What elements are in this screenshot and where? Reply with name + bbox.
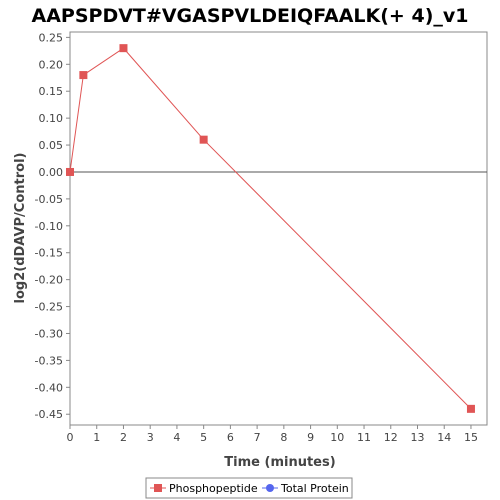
plot-area bbox=[69, 31, 488, 426]
y-tick-label: 0.20 bbox=[39, 58, 64, 71]
x-tick-label: 0 bbox=[67, 431, 74, 444]
x-tick-label: 8 bbox=[280, 431, 287, 444]
x-tick-label: 9 bbox=[307, 431, 314, 444]
y-tick-label: -0.15 bbox=[35, 247, 63, 260]
y-tick-label: 0.15 bbox=[39, 85, 64, 98]
x-axis-label: Time (minutes) bbox=[224, 455, 335, 470]
x-tick-label: 15 bbox=[464, 431, 478, 444]
y-tick-label: -0.35 bbox=[35, 354, 63, 367]
data-point bbox=[66, 167, 74, 176]
data-point bbox=[199, 135, 208, 144]
series-group bbox=[66, 44, 475, 413]
legend-box bbox=[145, 477, 353, 499]
x-tick-label: 12 bbox=[384, 431, 398, 444]
y-tick-label: 0.05 bbox=[39, 139, 64, 152]
x-tick-label: 10 bbox=[330, 431, 344, 444]
legend: Phosphopeptide Total Protein bbox=[145, 477, 353, 499]
data-point bbox=[119, 44, 128, 53]
legend-marker-total-protein bbox=[266, 484, 274, 492]
y-tick-label: -0.25 bbox=[35, 301, 63, 314]
legend-label-total-protein: Total Protein bbox=[280, 482, 349, 495]
data-point bbox=[466, 404, 475, 413]
y-tick-label: 0.25 bbox=[39, 31, 64, 44]
legend-marker-phosphopeptide bbox=[154, 484, 162, 492]
y-tick-label: -0.40 bbox=[35, 381, 63, 394]
x-tick-label: 11 bbox=[357, 431, 371, 444]
y-tick-label: -0.10 bbox=[35, 220, 63, 233]
y-tick-label: -0.20 bbox=[35, 274, 63, 287]
y-tick-label: -0.05 bbox=[35, 193, 63, 206]
x-tick-label: 6 bbox=[227, 431, 234, 444]
x-tick-label: 3 bbox=[147, 431, 154, 444]
x-axis: 0 1 2 3 4 5 6 7 8 9 10 11 12 13 14 15 bbox=[67, 425, 478, 444]
legend-label-phosphopeptide: Phosphopeptide bbox=[169, 482, 258, 495]
y-axis-label: log2(dDAVP/Control) bbox=[13, 153, 28, 304]
x-tick-label: 13 bbox=[411, 431, 425, 444]
x-tick-label: 2 bbox=[120, 431, 127, 444]
chart-title: AAPSPDVT#VGASPVLDEIQFAALK(+ 4)_v1 bbox=[32, 5, 469, 27]
x-tick-label: 14 bbox=[437, 431, 451, 444]
x-tick-label: 5 bbox=[200, 431, 207, 444]
y-tick-label: 0.00 bbox=[39, 166, 64, 179]
y-tick-label: -0.45 bbox=[35, 408, 63, 421]
x-tick-label: 4 bbox=[173, 431, 180, 444]
data-point bbox=[79, 71, 88, 80]
y-axis: 0.25 0.20 0.15 0.10 0.05 0.00 -0.05 -0.10 -0.15 -… bbox=[35, 31, 70, 421]
x-tick-label: 7 bbox=[254, 431, 261, 444]
y-tick-label: -0.30 bbox=[35, 327, 63, 340]
y-tick-label: 0.10 bbox=[39, 112, 64, 125]
x-tick-label: 1 bbox=[93, 431, 100, 444]
